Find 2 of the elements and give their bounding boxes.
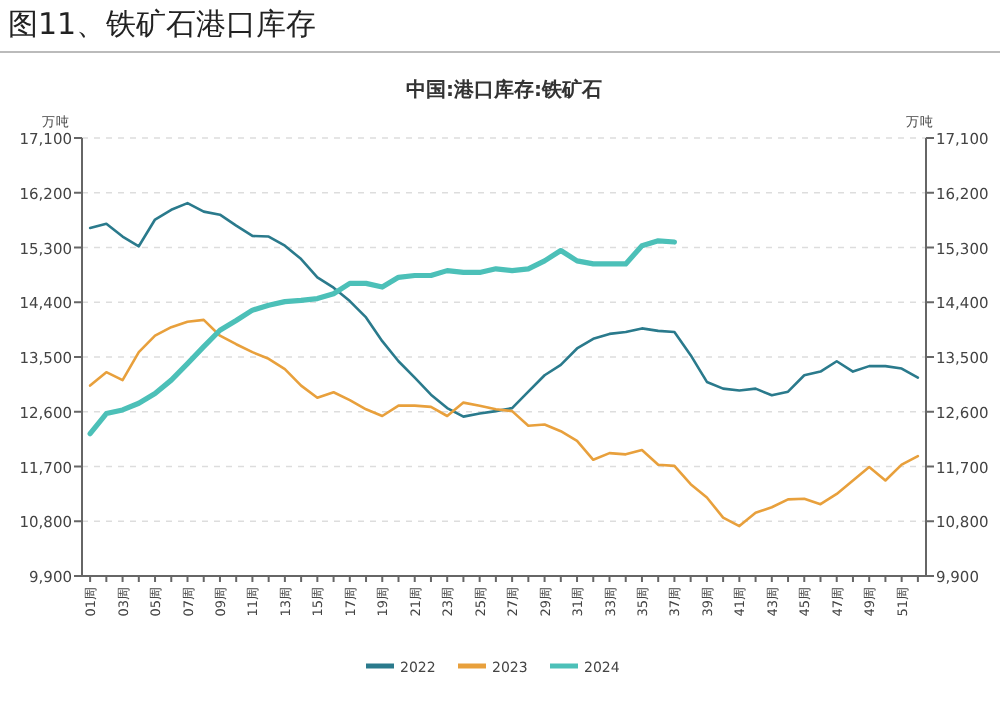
- subtitle: 中国:港口库存:铁矿石: [406, 80, 602, 102]
- title: 图11、铁矿石港口库存: [8, 6, 317, 42]
